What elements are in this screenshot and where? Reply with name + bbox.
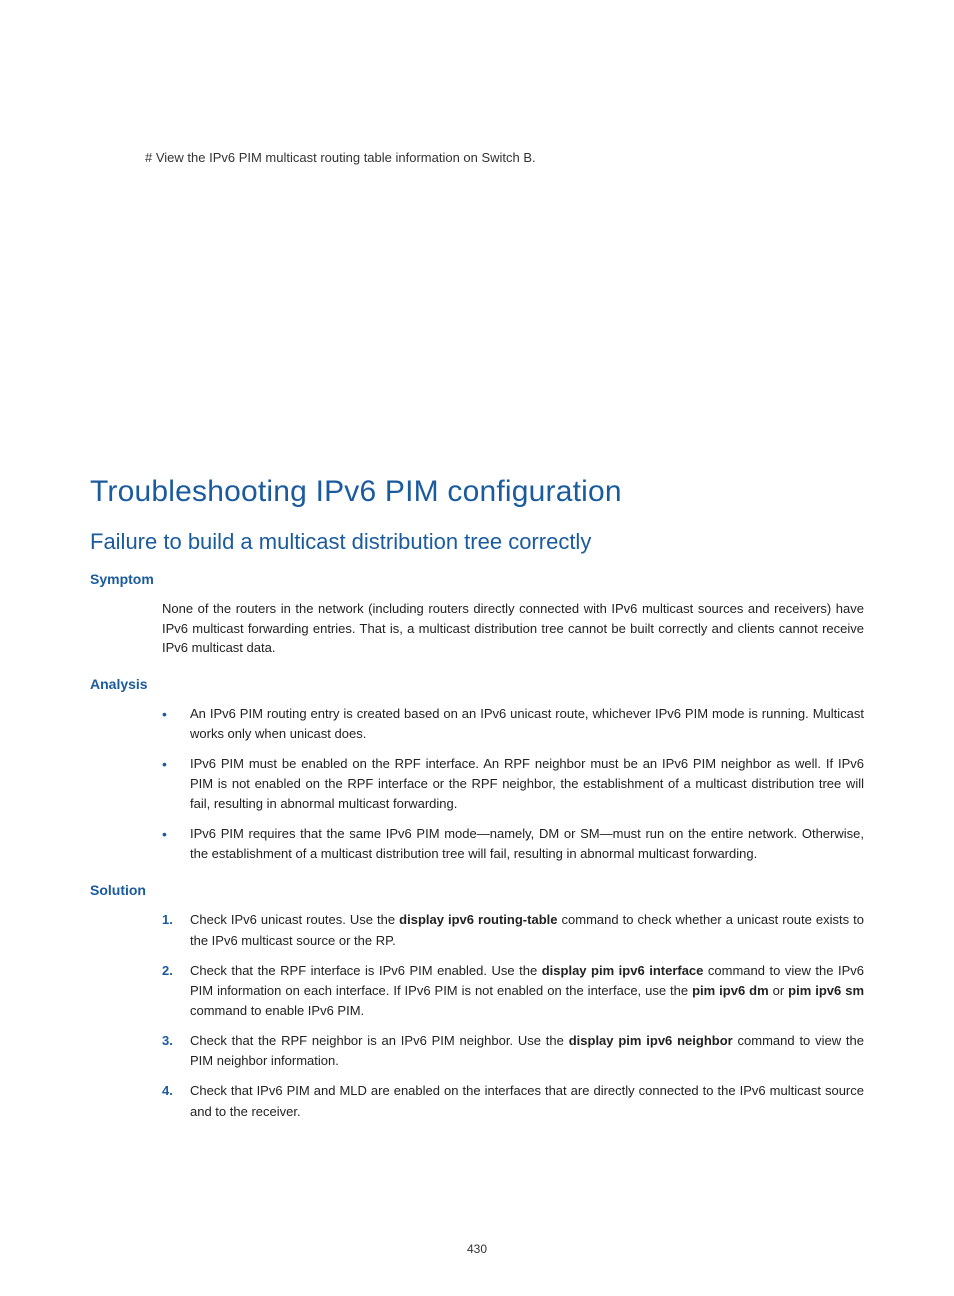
list-item-text: Check that the RPF neighbor is an IPv6 P… xyxy=(190,1031,864,1071)
text-run: Check that IPv6 PIM and MLD are enabled … xyxy=(190,1083,864,1118)
command-text: pim ipv6 dm xyxy=(692,983,769,998)
symptom-heading: Symptom xyxy=(90,571,864,587)
command-text: display pim ipv6 neighbor xyxy=(569,1033,733,1048)
analysis-list: • An IPv6 PIM routing entry is created b… xyxy=(162,704,864,865)
number-marker: 2. xyxy=(162,961,190,981)
list-item: • IPv6 PIM requires that the same IPv6 P… xyxy=(162,824,864,864)
list-item-text: Check IPv6 unicast routes. Use the displ… xyxy=(190,910,864,950)
page-number: 430 xyxy=(0,1242,954,1256)
list-item-text: IPv6 PIM must be enabled on the RPF inte… xyxy=(190,754,864,814)
list-item: 3. Check that the RPF neighbor is an IPv… xyxy=(162,1031,864,1071)
text-run: Check that the RPF neighbor is an IPv6 P… xyxy=(190,1033,569,1048)
number-marker: 1. xyxy=(162,910,190,930)
bullet-icon: • xyxy=(162,754,190,775)
command-text: display ipv6 routing-table xyxy=(399,912,557,927)
list-item-text: Check that IPv6 PIM and MLD are enabled … xyxy=(190,1081,864,1121)
solution-list: 1. Check IPv6 unicast routes. Use the di… xyxy=(162,910,864,1121)
list-item-text: An IPv6 PIM routing entry is created bas… xyxy=(190,704,864,744)
command-text: display pim ipv6 interface xyxy=(542,963,704,978)
analysis-heading: Analysis xyxy=(90,676,864,692)
heading-1: Troubleshooting IPv6 PIM configuration xyxy=(90,475,864,509)
list-item-text: Check that the RPF interface is IPv6 PIM… xyxy=(190,961,864,1021)
heading-2: Failure to build a multicast distributio… xyxy=(90,529,864,555)
list-item: 2. Check that the RPF interface is IPv6 … xyxy=(162,961,864,1021)
list-item: 4. Check that IPv6 PIM and MLD are enabl… xyxy=(162,1081,864,1121)
bullet-icon: • xyxy=(162,704,190,725)
intro-text: # View the IPv6 PIM multicast routing ta… xyxy=(145,150,864,165)
symptom-text: None of the routers in the network (incl… xyxy=(162,599,864,658)
list-item: 1. Check IPv6 unicast routes. Use the di… xyxy=(162,910,864,950)
list-item-text: IPv6 PIM requires that the same IPv6 PIM… xyxy=(190,824,864,864)
command-text: pim ipv6 sm xyxy=(788,983,864,998)
number-marker: 3. xyxy=(162,1031,190,1051)
text-run: command to enable IPv6 PIM. xyxy=(190,1003,364,1018)
bullet-icon: • xyxy=(162,824,190,845)
list-item: • An IPv6 PIM routing entry is created b… xyxy=(162,704,864,744)
document-page: # View the IPv6 PIM multicast routing ta… xyxy=(0,0,954,1296)
list-item: • IPv6 PIM must be enabled on the RPF in… xyxy=(162,754,864,814)
solution-heading: Solution xyxy=(90,882,864,898)
text-run: Check that the RPF interface is IPv6 PIM… xyxy=(190,963,542,978)
text-run: or xyxy=(769,983,789,998)
number-marker: 4. xyxy=(162,1081,190,1101)
text-run: Check IPv6 unicast routes. Use the xyxy=(190,912,399,927)
